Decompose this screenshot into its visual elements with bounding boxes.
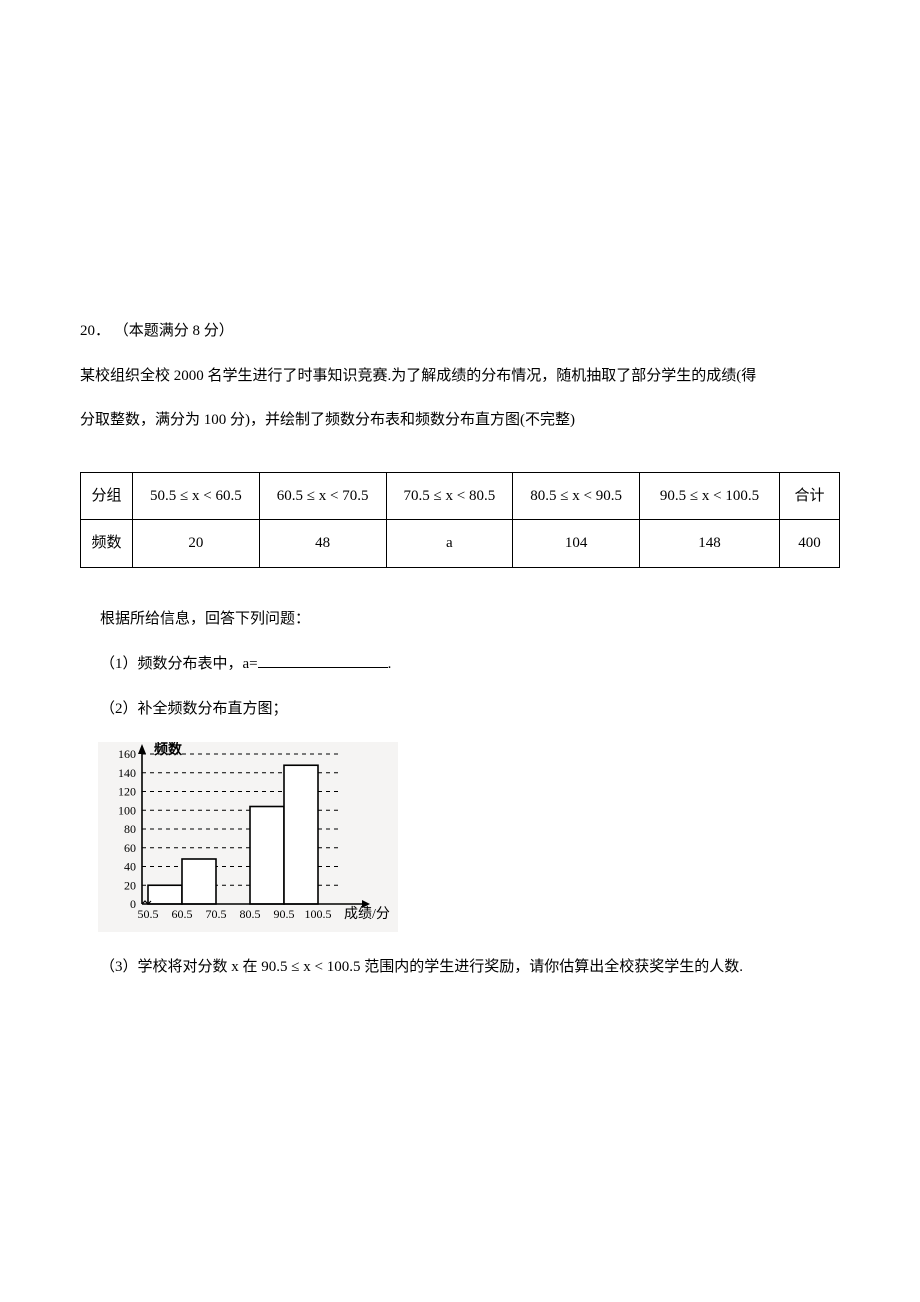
table-cell: 104 [513, 520, 640, 568]
table-row-label: 频数 [81, 520, 133, 568]
svg-text:160: 160 [118, 747, 136, 761]
svg-text:成绩/分: 成绩/分 [344, 906, 390, 922]
question-intro-line1: 某校组织全校 2000 名学生进行了时事知识竞赛.为了解成绩的分布情况，随机抽取… [80, 365, 840, 388]
svg-text:20: 20 [124, 878, 136, 892]
table-row: 频数 20 48 a 104 148 400 [81, 520, 840, 568]
svg-text:40: 40 [124, 860, 136, 874]
table-header-range: 70.5 ≤ x < 80.5 [386, 472, 513, 520]
table-header-range: 80.5 ≤ x < 90.5 [513, 472, 640, 520]
svg-text:0: 0 [130, 897, 136, 911]
q1-prefix: （1）频数分布表中，a= [100, 656, 258, 672]
svg-text:50.5: 50.5 [138, 907, 159, 921]
svg-text:120: 120 [118, 785, 136, 799]
table-header-range: 90.5 ≤ x < 100.5 [640, 472, 780, 520]
frequency-table: 分组 50.5 ≤ x < 60.5 60.5 ≤ x < 70.5 70.5 … [80, 472, 840, 568]
followup-prompt: 根据所给信息，回答下列问题： [100, 608, 840, 631]
table-cell: a [386, 520, 513, 568]
question-intro-line2: 分取整数，满分为 100 分)，并绘制了频数分布表和频数分布直方图(不完整) [80, 409, 840, 432]
histogram-svg: 0 20 40 60 80 100 120 140 160 50.5 60.5 70.5 80.5 90.… [98, 742, 398, 932]
svg-text:频数: 频数 [154, 742, 183, 758]
svg-text:80: 80 [124, 822, 136, 836]
svg-text:80.5: 80.5 [240, 907, 261, 921]
question-heading: 20． （本题满分 8 分） [80, 320, 840, 343]
table-header-range: 60.5 ≤ x < 70.5 [259, 472, 386, 520]
histogram-container: 0 20 40 60 80 100 120 140 160 50.5 60.5 70.5 80.5 90.… [98, 742, 398, 932]
svg-text:90.5: 90.5 [274, 907, 295, 921]
page: 20． （本题满分 8 分） 某校组织全校 2000 名学生进行了时事知识竞赛.… [0, 0, 920, 1101]
svg-text:70.5: 70.5 [206, 907, 227, 921]
sub-question-3: （3）学校将对分数 x 在 90.5 ≤ x < 100.5 范围内的学生进行奖… [100, 956, 840, 979]
blank-fill[interactable] [258, 652, 388, 668]
table-cell-total: 400 [780, 520, 840, 568]
svg-text:140: 140 [118, 766, 136, 780]
table-header-label: 分组 [81, 472, 133, 520]
table-row: 分组 50.5 ≤ x < 60.5 60.5 ≤ x < 70.5 70.5 … [81, 472, 840, 520]
question-number: 20． [80, 323, 110, 339]
question-points: （本题满分 8 分） [114, 323, 234, 339]
svg-text:60.5: 60.5 [172, 907, 193, 921]
table-header-total: 合计 [780, 472, 840, 520]
q1-suffix: . [388, 656, 392, 672]
histogram: 0 20 40 60 80 100 120 140 160 50.5 60.5 70.5 80.5 90.… [98, 742, 398, 932]
table-cell: 48 [259, 520, 386, 568]
svg-text:100.5: 100.5 [305, 907, 332, 921]
table-cell: 148 [640, 520, 780, 568]
table-header-range: 50.5 ≤ x < 60.5 [133, 472, 260, 520]
svg-text:100: 100 [118, 803, 136, 817]
svg-text:60: 60 [124, 841, 136, 855]
sub-question-2: （2）补全频数分布直方图； [100, 698, 840, 721]
sub-question-1: （1）频数分布表中，a=. [100, 652, 840, 676]
table-cell: 20 [133, 520, 260, 568]
